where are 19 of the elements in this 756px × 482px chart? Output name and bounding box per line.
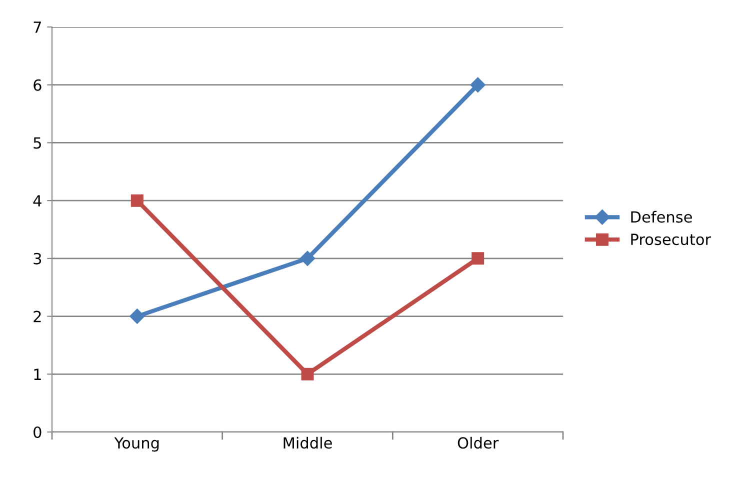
point <box>130 194 144 207</box>
point <box>472 252 484 265</box>
point <box>300 250 316 266</box>
legend-label: Prosecutor <box>631 234 712 246</box>
y-tick-label: 2 <box>34 310 41 322</box>
point <box>301 368 314 380</box>
point <box>470 77 486 92</box>
y-tick-label: 7 <box>34 22 41 33</box>
y-tick-label: 5 <box>34 137 41 149</box>
y-tick-label: 1 <box>34 368 41 380</box>
y-tick-label: 0 <box>34 426 42 438</box>
x-tick-label: Young <box>114 437 159 452</box>
x-tick-label: Middle <box>284 436 332 449</box>
legend-label: Defense <box>631 210 692 223</box>
y-tick-label: 4 <box>33 195 42 206</box>
y-tick-label: 6 <box>34 79 42 91</box>
y-tick-label: 3 <box>34 252 42 264</box>
x-tick-label: Older <box>458 436 499 449</box>
point <box>130 308 145 324</box>
